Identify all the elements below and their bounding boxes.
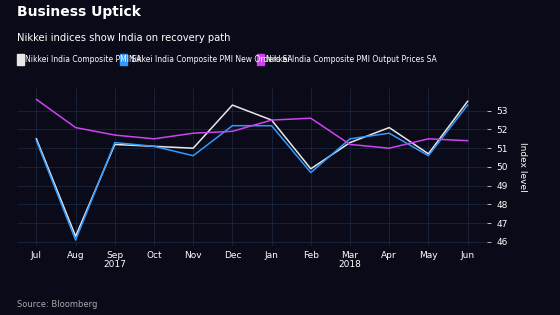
Line: Nikkei India Composite PMI SA: Nikkei India Composite PMI SA — [36, 101, 468, 236]
Nikkei India Composite PMI New Orders SA — [111, 141, 118, 145]
Nikkei India Composite PMI Output Prices SA — [33, 98, 40, 101]
Nikkei India Composite PMI New Orders SA — [72, 238, 79, 242]
Nikkei India Composite PMI New Orders SA — [33, 139, 40, 143]
Nikkei India Composite PMI Output Prices SA — [307, 116, 314, 120]
Text: Business Uptick: Business Uptick — [17, 5, 141, 19]
Nikkei India Composite PMI Output Prices SA — [229, 129, 236, 133]
Nikkei India Composite PMI New Orders SA — [229, 124, 236, 128]
Nikkei India Composite PMI New Orders SA — [190, 154, 197, 158]
Nikkei India Composite PMI New Orders SA — [268, 124, 275, 128]
Nikkei India Composite PMI SA — [190, 146, 197, 150]
Line: Nikkei India Composite PMI Output Prices SA: Nikkei India Composite PMI Output Prices… — [36, 100, 468, 148]
Nikkei India Composite PMI SA — [33, 137, 40, 141]
Nikkei India Composite PMI SA — [347, 141, 353, 145]
Nikkei India Composite PMI SA — [464, 100, 471, 103]
Nikkei India Composite PMI SA — [268, 118, 275, 122]
Text: Source: Bloomberg: Source: Bloomberg — [17, 300, 97, 309]
Nikkei India Composite PMI Output Prices SA — [386, 146, 393, 150]
Nikkei India Composite PMI Output Prices SA — [268, 118, 275, 122]
Nikkei India Composite PMI SA — [111, 143, 118, 146]
Nikkei India Composite PMI SA — [425, 152, 432, 156]
Nikkei India Composite PMI Output Prices SA — [111, 133, 118, 137]
Nikkei India Composite PMI New Orders SA — [386, 131, 393, 135]
Nikkei India Composite PMI SA — [307, 167, 314, 171]
Nikkei India Composite PMI Output Prices SA — [425, 137, 432, 141]
Text: Nikkei indices show India on recovery path: Nikkei indices show India on recovery pa… — [17, 33, 230, 43]
Nikkei India Composite PMI SA — [386, 126, 393, 129]
Nikkei India Composite PMI Output Prices SA — [464, 139, 471, 143]
Nikkei India Composite PMI New Orders SA — [347, 137, 353, 141]
Nikkei India Composite PMI New Orders SA — [464, 103, 471, 107]
Nikkei India Composite PMI Output Prices SA — [72, 126, 79, 129]
Text: Nikkei India Composite PMI Output Prices SA: Nikkei India Composite PMI Output Prices… — [266, 55, 436, 64]
Nikkei India Composite PMI Output Prices SA — [347, 143, 353, 146]
Nikkei India Composite PMI SA — [229, 103, 236, 107]
Nikkei India Composite PMI New Orders SA — [151, 145, 157, 148]
Nikkei India Composite PMI SA — [72, 234, 79, 238]
Nikkei India Composite PMI Output Prices SA — [151, 137, 157, 141]
Nikkei India Composite PMI Output Prices SA — [190, 131, 197, 135]
Nikkei India Composite PMI New Orders SA — [307, 171, 314, 175]
Text: Nikkei India Composite PMI New Orders SA: Nikkei India Composite PMI New Orders SA — [128, 55, 292, 64]
Text: Nikkei India Composite PMI SA: Nikkei India Composite PMI SA — [25, 55, 142, 64]
Y-axis label: Index level: Index level — [518, 142, 527, 192]
Nikkei India Composite PMI SA — [151, 145, 157, 148]
Nikkei India Composite PMI New Orders SA — [425, 154, 432, 158]
Line: Nikkei India Composite PMI New Orders SA: Nikkei India Composite PMI New Orders SA — [36, 105, 468, 240]
